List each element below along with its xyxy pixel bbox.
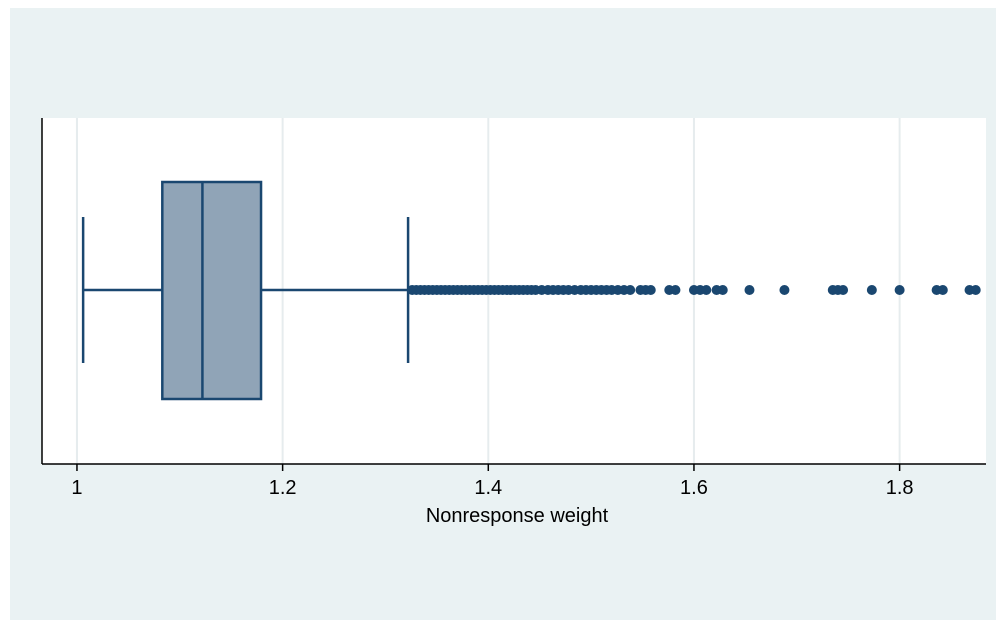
- x-axis-ticks: 1 1.2 1.4 1.6 1.8: [71, 464, 914, 499]
- outlier-point-62: [838, 285, 849, 295]
- outlier-point-59: [779, 285, 790, 295]
- outlier-points: [407, 285, 981, 295]
- x-tick-label-4: 1.8: [886, 477, 914, 499]
- x-tick-label-0: 1: [71, 477, 82, 499]
- outlier-point-64: [894, 285, 905, 295]
- outlier-point-50: [645, 285, 656, 295]
- outlier-point-66: [937, 285, 948, 295]
- iqr-box: [161, 180, 263, 401]
- x-tick-label-1: 1.2: [269, 477, 297, 499]
- outlier-point-63: [866, 285, 877, 295]
- box-group: [81, 180, 410, 401]
- outlier-point-57: [717, 285, 728, 295]
- outlier-point-68: [970, 285, 981, 295]
- outlier-point-47: [625, 285, 636, 295]
- outlier-point-52: [670, 285, 681, 295]
- x-tick-label-2: 1.4: [474, 477, 502, 499]
- x-tick-label-3: 1.6: [680, 477, 708, 499]
- x-axis-title: Nonresponse weight: [426, 505, 609, 527]
- outlier-point-55: [701, 285, 712, 295]
- outlier-point-58: [744, 285, 755, 295]
